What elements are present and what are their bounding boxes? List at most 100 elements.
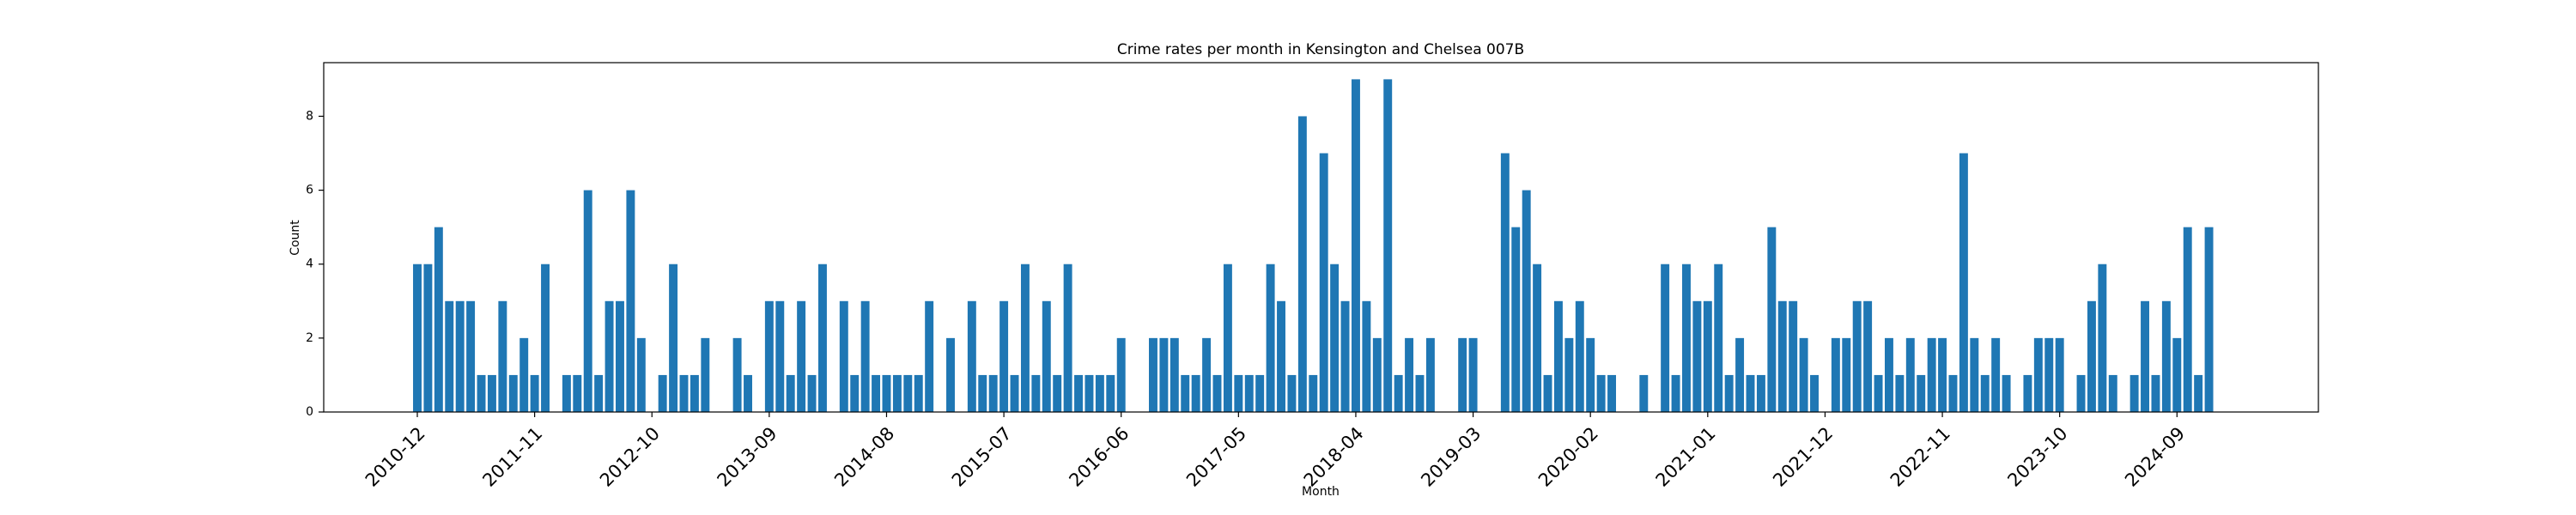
y-axis-label: Count <box>289 220 302 256</box>
bar <box>530 374 539 412</box>
bar <box>2151 374 2160 412</box>
bar <box>1383 79 1393 412</box>
bar <box>999 300 1009 412</box>
bar <box>1031 374 1041 412</box>
bar <box>1319 153 1328 412</box>
bar <box>1777 300 1787 412</box>
x-tick-label: 2021-01 <box>1652 423 1720 491</box>
x-tick-label: 2010-12 <box>361 423 429 491</box>
bar <box>817 264 827 412</box>
bar <box>1159 337 1169 412</box>
x-tick-label: 2016-06 <box>1065 423 1133 491</box>
bar <box>839 300 848 412</box>
bar <box>1905 337 1915 412</box>
bar <box>732 337 742 412</box>
bar <box>616 300 624 412</box>
bar <box>1564 337 1574 412</box>
bar <box>2141 300 2150 412</box>
bar <box>594 374 604 412</box>
bar <box>1394 374 1403 412</box>
y-tick-label: 4 <box>306 258 313 271</box>
bar <box>508 374 518 412</box>
bar <box>946 337 955 412</box>
bar <box>605 300 614 412</box>
bar <box>1938 337 1947 412</box>
x-axis-label: Month <box>1302 485 1340 499</box>
bar <box>1852 300 1862 412</box>
x-tick-label: 2013-09 <box>714 423 781 491</box>
bar <box>1212 374 1222 412</box>
bar <box>786 374 795 412</box>
chart-title: Crime rates per month in Kensington and … <box>1117 41 1524 58</box>
bar <box>1053 374 1062 412</box>
bar <box>1425 337 1435 412</box>
bar <box>882 374 891 412</box>
bar <box>775 300 785 412</box>
bar <box>1255 374 1265 412</box>
plot-frame <box>323 62 2319 413</box>
bar <box>967 300 976 412</box>
bar <box>1522 190 1531 413</box>
bar <box>626 190 635 413</box>
bar <box>1799 337 1808 412</box>
x-tick-label: 2017-05 <box>1182 423 1250 491</box>
bar <box>573 374 582 412</box>
bar <box>2087 300 2096 412</box>
bar <box>1405 337 1414 412</box>
bar <box>1575 300 1584 412</box>
bar <box>1223 264 1232 412</box>
bar <box>2098 264 2107 412</box>
bar <box>925 300 934 412</box>
x-tick-label: 2018-04 <box>1300 423 1368 491</box>
bar <box>1170 337 1179 412</box>
bar <box>477 374 486 412</box>
bar <box>1746 374 1755 412</box>
bar <box>1543 374 1552 412</box>
bar <box>519 337 529 412</box>
bar <box>1927 337 1936 412</box>
bar <box>1692 300 1702 412</box>
bar <box>1340 300 1350 412</box>
bar <box>2172 337 2182 412</box>
bar <box>669 264 678 412</box>
bar <box>2044 337 2054 412</box>
bar <box>1884 337 1893 412</box>
bar <box>2002 374 2011 412</box>
bar <box>1415 374 1425 412</box>
bar <box>1095 374 1104 412</box>
bar <box>2161 300 2171 412</box>
bar <box>2076 374 2086 412</box>
x-tick-label: 2021-12 <box>1769 423 1837 491</box>
bar <box>1287 374 1297 412</box>
x-tick-label: 2014-08 <box>830 423 898 491</box>
bar <box>850 374 860 412</box>
bar <box>903 374 913 412</box>
bar <box>1917 374 1926 412</box>
bar <box>413 264 422 412</box>
bar <box>1970 337 1979 412</box>
bar <box>2055 337 2064 412</box>
bar <box>1586 337 1595 412</box>
y-tick-label: 0 <box>306 405 313 419</box>
bar <box>807 374 817 412</box>
bar <box>1500 153 1510 412</box>
x-tick-label: 2019-03 <box>1417 423 1485 491</box>
bar <box>872 374 881 412</box>
bar <box>1191 374 1200 412</box>
bar <box>1351 79 1360 412</box>
bar <box>2023 374 2032 412</box>
bar <box>466 300 476 412</box>
bar <box>2033 337 2043 412</box>
bar <box>487 374 496 412</box>
bar <box>1074 374 1084 412</box>
bar <box>1553 300 1563 412</box>
bar <box>1831 337 1840 412</box>
bar <box>797 300 806 412</box>
x-tick-label: 2015-07 <box>948 423 1016 491</box>
bar <box>541 264 550 412</box>
bar <box>1297 116 1307 412</box>
bar <box>1948 374 1958 412</box>
bar <box>2108 374 2117 412</box>
bar <box>1116 337 1126 412</box>
bar <box>1607 374 1617 412</box>
